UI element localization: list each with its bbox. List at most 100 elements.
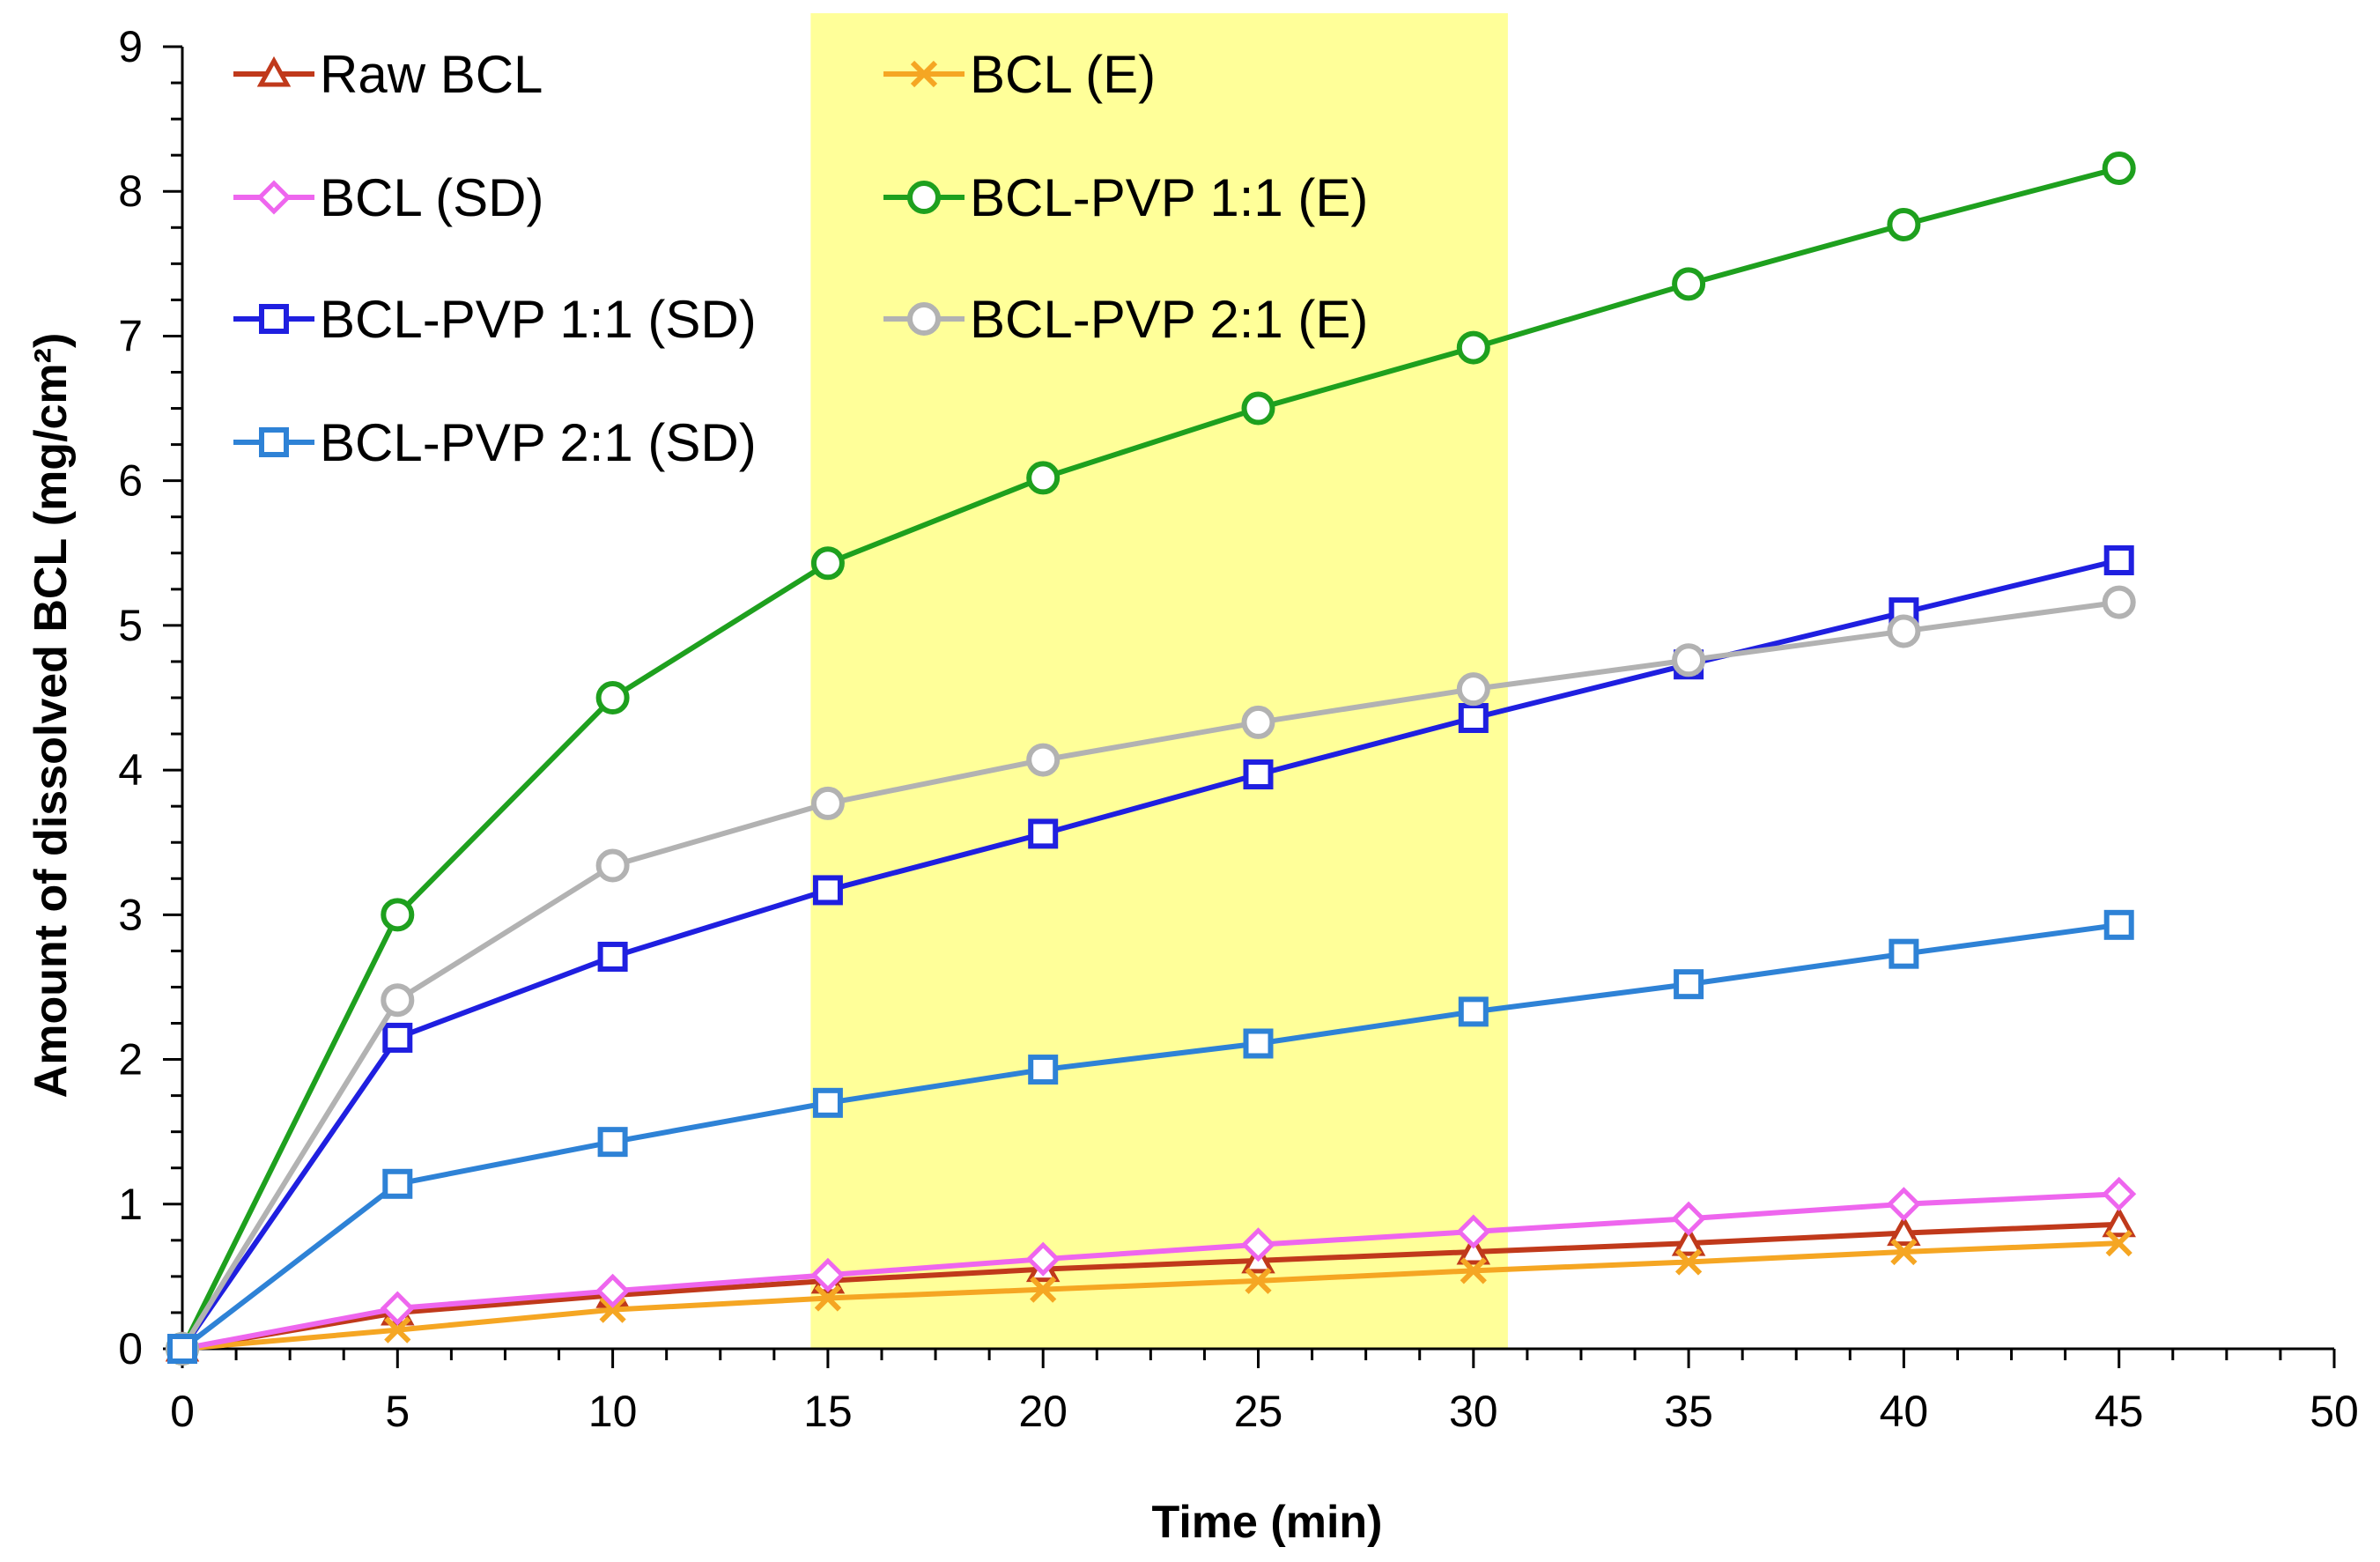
series-line	[181, 1221, 2119, 1351]
series-line	[180, 599, 2120, 1351]
data-point	[1028, 818, 1059, 849]
legend-label: BCL-PVP 1:1 (E)	[970, 168, 1368, 227]
x-tick-label: 10	[588, 1387, 638, 1436]
series-line	[181, 1191, 2119, 1351]
highlight-region	[810, 13, 1508, 1349]
data-point	[1241, 391, 1275, 426]
data-point	[1888, 938, 1919, 969]
data-point	[167, 1334, 197, 1364]
series-3	[166, 151, 2136, 1366]
data-point	[2105, 1229, 2132, 1257]
data-point	[1672, 643, 1706, 677]
data-point	[599, 1296, 626, 1323]
y-tick-label: 2	[118, 1035, 143, 1085]
x-tick-label: 5	[385, 1387, 410, 1436]
y-tick-label: 0	[118, 1324, 143, 1373]
series-4	[167, 544, 2134, 1364]
data-point	[597, 1127, 628, 1158]
legend-marker	[907, 302, 941, 336]
y-axis-title: Amount of dissolved BCL (mg/cm²)	[26, 333, 77, 1099]
legend-entry: Raw BCL	[233, 45, 543, 104]
legend-label: BCL-PVP 1:1 (SD)	[320, 290, 757, 349]
data-point	[2102, 151, 2136, 185]
legend-label: BCL (E)	[970, 45, 1156, 104]
data-point	[381, 983, 415, 1018]
data-point	[2102, 1176, 2137, 1211]
data-point	[2103, 544, 2134, 575]
data-point	[1887, 207, 1921, 241]
y-tick-label: 5	[118, 601, 143, 650]
x-tick-label: 15	[803, 1387, 853, 1436]
data-point	[814, 1284, 842, 1312]
x-tick-label: 40	[1880, 1387, 1929, 1436]
legend-marker	[259, 427, 289, 457]
data-point	[1456, 1214, 1491, 1249]
series-line	[180, 558, 2120, 1351]
y-tick-label: 3	[118, 890, 143, 939]
data-point	[380, 1291, 415, 1326]
x-axis-title: Time (min)	[1152, 1497, 1383, 1548]
data-point	[1245, 1267, 1272, 1294]
data-point	[2102, 1206, 2136, 1238]
series-5	[166, 585, 2136, 1366]
x-tick-label: 45	[2095, 1387, 2144, 1436]
y-tick-label: 6	[118, 456, 143, 506]
data-point	[1241, 705, 1275, 739]
data-point	[812, 875, 843, 906]
y-tick-label: 7	[118, 311, 143, 360]
y-tick-label: 4	[118, 745, 143, 795]
series-line	[181, 922, 2120, 1351]
legend-entry: BCL (SD)	[233, 168, 543, 227]
series-line	[180, 166, 2120, 1351]
data-point	[1890, 1238, 1918, 1266]
data-point	[1886, 1187, 1921, 1222]
x-tick-label: 0	[170, 1387, 195, 1436]
data-point	[812, 1087, 843, 1118]
data-point	[1672, 267, 1706, 301]
legend-label: BCL (SD)	[320, 168, 543, 227]
data-point	[810, 546, 845, 581]
x-tick-label: 20	[1018, 1387, 1068, 1436]
data-point	[381, 898, 415, 932]
legend-entry: BCL (E)	[883, 45, 1156, 104]
series-6	[167, 909, 2134, 1364]
data-point	[1456, 330, 1490, 365]
data-point	[384, 1316, 411, 1344]
data-point	[1028, 1055, 1059, 1085]
data-point	[810, 1257, 846, 1292]
legend-label: BCL-PVP 2:1 (SD)	[320, 413, 757, 472]
data-point	[1243, 759, 1274, 790]
data-point	[1456, 1233, 1491, 1265]
y-tick-label: 1	[118, 1180, 143, 1229]
legend-marker	[256, 56, 292, 87]
data-point	[1458, 702, 1489, 733]
series-line	[181, 1240, 2119, 1351]
data-point	[2103, 909, 2134, 940]
legend-marker	[259, 304, 289, 334]
series-2	[165, 1176, 2137, 1366]
data-point	[1671, 1225, 1706, 1256]
data-point	[1026, 743, 1061, 777]
data-point	[1458, 996, 1489, 1027]
legend-label: Raw BCL	[320, 45, 543, 104]
legend-entry: BCL-PVP 1:1 (E)	[883, 168, 1368, 227]
data-point	[810, 786, 845, 820]
legend-label: BCL-PVP 2:1 (E)	[970, 290, 1368, 349]
data-point	[1030, 1276, 1057, 1303]
data-point	[1674, 969, 1704, 1000]
y-tick-label: 8	[118, 167, 143, 216]
legend-marker	[256, 180, 292, 215]
series-1	[168, 1229, 2132, 1363]
data-point	[1243, 1028, 1274, 1059]
y-tick-label: 9	[118, 22, 143, 71]
data-point	[1887, 614, 1921, 648]
data-point	[1460, 1257, 1487, 1284]
legend-entry: BCL-PVP 1:1 (SD)	[233, 290, 757, 349]
data-point	[1026, 461, 1061, 495]
x-tick-label: 25	[1234, 1387, 1283, 1436]
data-point	[597, 941, 628, 972]
data-point	[595, 681, 630, 714]
legend-marker	[910, 60, 938, 88]
x-tick-label: 50	[2310, 1387, 2359, 1436]
